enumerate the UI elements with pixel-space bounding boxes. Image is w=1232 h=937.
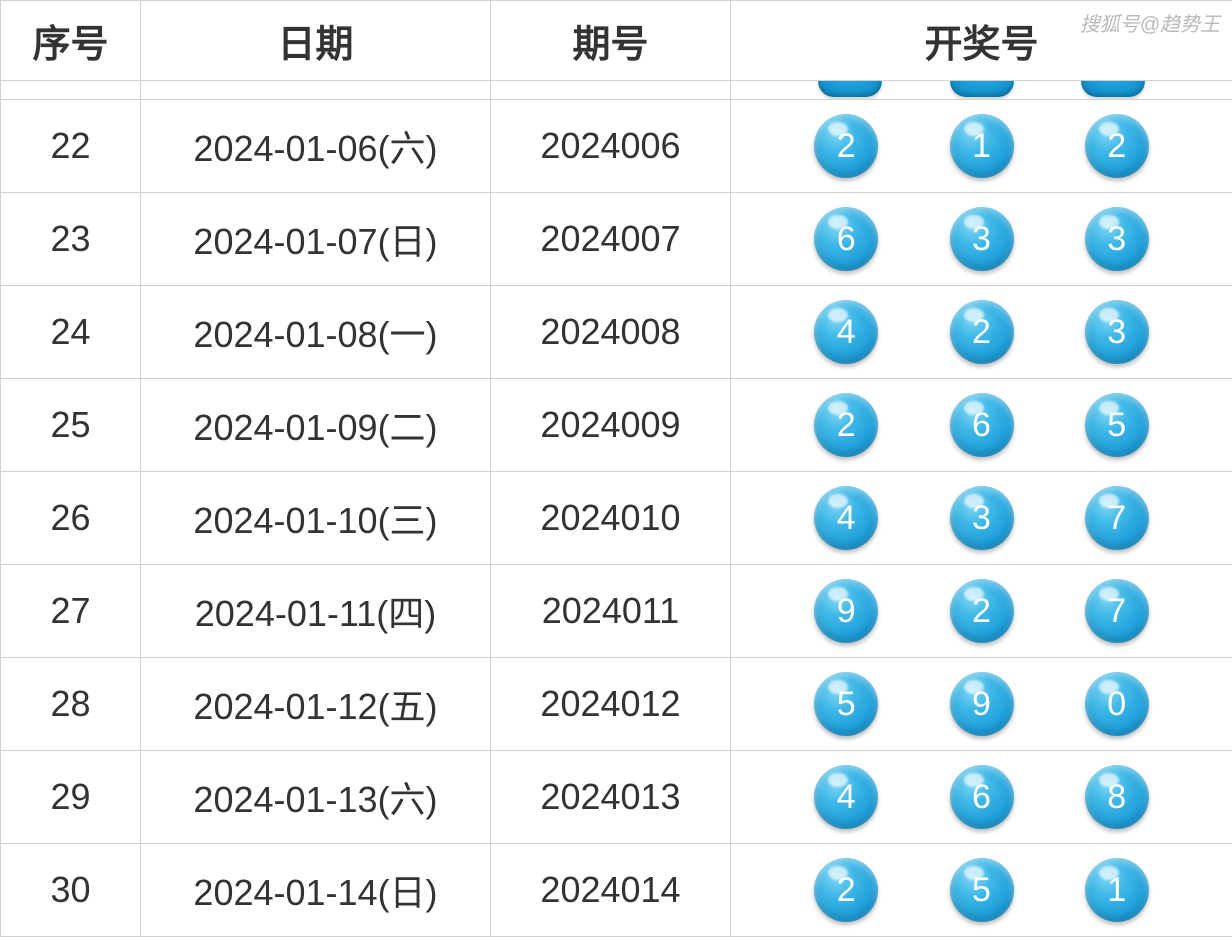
table-row: 292024-01-13(六)2024013 4 6 8 xyxy=(1,751,1232,844)
cell-seq: 25 xyxy=(1,379,141,472)
lottery-ball-icon: 7 xyxy=(1085,486,1149,550)
table-row: 242024-01-08(一)2024008 4 2 3 xyxy=(1,286,1232,379)
cell-date: 2024-01-10(三) xyxy=(141,472,491,565)
cell-issue: 2024006 xyxy=(491,100,731,193)
lottery-ball-icon: 4 xyxy=(814,300,878,364)
cell-seq: 24 xyxy=(1,286,141,379)
cell-balls: 2 6 5 xyxy=(731,379,1232,472)
lottery-ball-icon: 3 xyxy=(1085,300,1149,364)
cell-date: 2024-01-06(六) xyxy=(141,100,491,193)
lottery-ball-icon: 2 xyxy=(1085,114,1149,178)
lottery-ball-icon: 9 xyxy=(814,579,878,643)
lottery-ball-icon: 2 xyxy=(814,393,878,457)
cell-seq: 28 xyxy=(1,658,141,751)
lottery-ball-icon: 1 xyxy=(950,114,1014,178)
cell-seq: 26 xyxy=(1,472,141,565)
header-date: 日期 xyxy=(141,1,491,81)
table-row: 272024-01-11(四)2024011927 xyxy=(1,565,1232,658)
lottery-ball-icon: 5 xyxy=(1085,393,1149,457)
cell-balls: 4 2 3 xyxy=(731,286,1232,379)
lottery-ball-icon xyxy=(950,81,1014,97)
lottery-ball-icon: 1 xyxy=(1085,858,1149,922)
cell-date: 2024-01-08(一) xyxy=(141,286,491,379)
table-row: 252024-01-09(二)2024009 2 6 5 xyxy=(1,379,1232,472)
lottery-ball-icon xyxy=(1081,81,1145,97)
cell-balls: 2 5 1 xyxy=(731,844,1232,937)
lottery-ball-icon: 6 xyxy=(950,393,1014,457)
cell-issue: 2024014 xyxy=(491,844,731,937)
cell-balls: 4 6 8 xyxy=(731,751,1232,844)
lottery-ball-icon: 4 xyxy=(814,765,878,829)
table-row: 262024-01-10(三)2024010 4 3 7 xyxy=(1,472,1232,565)
cell-seq: 29 xyxy=(1,751,141,844)
cell-date: 2024-01-12(五) xyxy=(141,658,491,751)
lottery-ball-icon: 3 xyxy=(950,486,1014,550)
watermark-text: 搜狐号@趋势王 xyxy=(1080,8,1220,37)
lottery-ball-icon: 6 xyxy=(950,765,1014,829)
cell-issue: 2024011 xyxy=(491,565,731,658)
cell-issue: 2024009 xyxy=(491,379,731,472)
cell-issue: 2024013 xyxy=(491,751,731,844)
header-issue: 期号 xyxy=(491,1,731,81)
lottery-ball-icon: 2 xyxy=(950,300,1014,364)
lottery-ball-icon: 4 xyxy=(814,486,878,550)
cell-date: 2024-01-11(四) xyxy=(141,565,491,658)
table-header-row: 序号 日期 期号 开奖号 xyxy=(1,1,1232,81)
cell-date: 2024-01-09(二) xyxy=(141,379,491,472)
lottery-ball-icon: 7 xyxy=(1085,579,1149,643)
lottery-ball-icon: 8 xyxy=(1085,765,1149,829)
cell-seq: 22 xyxy=(1,100,141,193)
table-row: 302024-01-14(日)2024014 2 5 1 xyxy=(1,844,1232,937)
header-seq: 序号 xyxy=(1,1,141,81)
lottery-ball-icon: 5 xyxy=(950,858,1014,922)
lottery-ball-icon: 6 xyxy=(814,207,878,271)
cell-balls: 6 3 3 xyxy=(731,193,1232,286)
cell-balls: 2 1 2 xyxy=(731,100,1232,193)
lottery-ball-icon: 3 xyxy=(1085,207,1149,271)
cell-seq: 30 xyxy=(1,844,141,937)
cell-balls: 4 3 7 xyxy=(731,472,1232,565)
cell-balls: 5 9 0 xyxy=(731,658,1232,751)
cell-seq: 27 xyxy=(1,565,141,658)
cell-seq: 23 xyxy=(1,193,141,286)
cell-date: 2024-01-13(六) xyxy=(141,751,491,844)
lottery-table: 序号 日期 期号 开奖号 222024-01-06(六)202400621223… xyxy=(0,0,1232,937)
table-row: 232024-01-07(日)2024007 6 3 3 xyxy=(1,193,1232,286)
cell-issue: 2024010 xyxy=(491,472,731,565)
cell-issue: 2024012 xyxy=(491,658,731,751)
lottery-ball-icon: 2 xyxy=(814,858,878,922)
lottery-ball-icon xyxy=(818,81,882,97)
cell-date: 2024-01-14(日) xyxy=(141,844,491,937)
cell-date: 2024-01-07(日) xyxy=(141,193,491,286)
lottery-ball-icon: 5 xyxy=(814,672,878,736)
table-row-partial-above xyxy=(1,81,1232,100)
cell-issue: 2024007 xyxy=(491,193,731,286)
table-row: 282024-01-12(五)2024012 5 9 0 xyxy=(1,658,1232,751)
table-row: 222024-01-06(六)2024006 2 1 2 xyxy=(1,100,1232,193)
lottery-ball-icon: 9 xyxy=(950,672,1014,736)
lottery-ball-icon: 3 xyxy=(950,207,1014,271)
cell-balls: 9 2 7 xyxy=(731,565,1232,658)
cell-issue: 2024008 xyxy=(491,286,731,379)
lottery-ball-icon: 2 xyxy=(814,114,878,178)
lottery-ball-icon: 2 xyxy=(950,579,1014,643)
lottery-ball-icon: 0 xyxy=(1085,672,1149,736)
